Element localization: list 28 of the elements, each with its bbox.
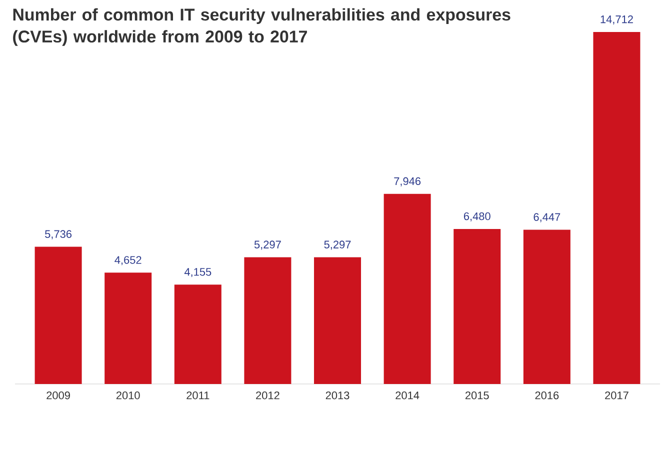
bar — [104, 272, 152, 384]
x-tick-label: 2015 — [465, 392, 489, 400]
x-tick-label: 2014 — [396, 392, 420, 400]
chart-title: Number of common IT security vulnerabilities and exposures (CVEs) worldwide from 2009 to 2017 — [13, 8, 510, 46]
bar — [174, 284, 222, 384]
x-tick-label: 2016 — [535, 392, 559, 400]
data-label: 6,447 — [534, 213, 560, 222]
x-tick-label: 2011 — [186, 392, 210, 400]
data-label: 4,652 — [114, 256, 142, 266]
data-label: 7,946 — [394, 177, 421, 186]
x-tick-label: 2017 — [605, 392, 628, 400]
x-tick-label: 2012 — [256, 392, 280, 400]
data-label: 14,712 — [600, 15, 633, 24]
bar — [523, 230, 570, 384]
data-label: 5,297 — [254, 240, 281, 250]
data-label: 6,480 — [464, 212, 490, 222]
x-tick-label: 2010 — [116, 392, 140, 400]
bar — [593, 32, 640, 384]
x-tick-label: 2013 — [326, 392, 350, 400]
data-label: 5,736 — [45, 230, 72, 240]
bar — [454, 228, 501, 384]
bar — [34, 246, 82, 384]
bar — [314, 257, 362, 384]
x-tick-label: 2009 — [46, 392, 70, 400]
data-label: 4,155 — [184, 268, 212, 278]
data-label: 5,297 — [324, 240, 351, 250]
bar — [384, 194, 431, 384]
bar — [244, 257, 292, 384]
